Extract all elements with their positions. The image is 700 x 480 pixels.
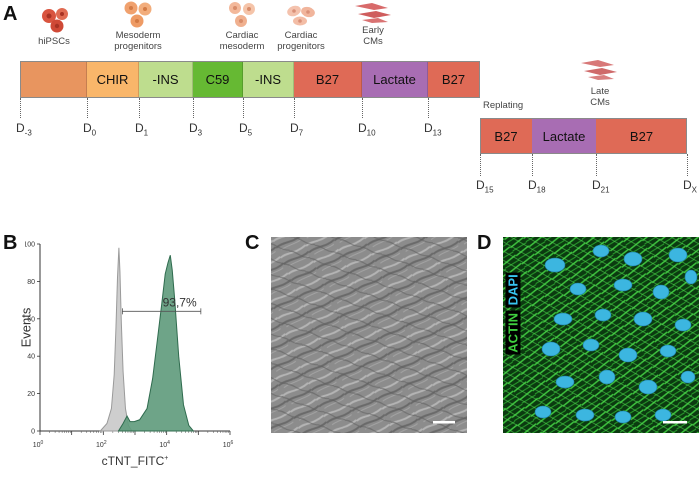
x-tick-label: 104 bbox=[159, 440, 170, 449]
y-tick-label: 80 bbox=[27, 279, 35, 286]
stage-early-cms: Early CMs bbox=[338, 25, 408, 47]
protocol-step-2: -INS bbox=[139, 61, 193, 98]
protocol-step-0 bbox=[20, 61, 87, 98]
day-label: D5 bbox=[239, 121, 253, 138]
stage-cardiac-prog-line2: progenitors bbox=[277, 41, 325, 52]
fluorescence-image bbox=[503, 237, 699, 433]
day-label: D7 bbox=[290, 121, 304, 138]
late-cms-cells-icon bbox=[581, 60, 617, 80]
replating-label: Replating bbox=[483, 100, 524, 111]
stage-late-line2: CMs bbox=[590, 97, 610, 108]
scale-bar-d bbox=[663, 421, 687, 424]
stage-cardiac-mesoderm-line1: Cardiac bbox=[225, 30, 259, 41]
y-tick-label: 40 bbox=[27, 354, 35, 361]
stage-late-line1: Late bbox=[590, 86, 610, 97]
stage-mesoderm-line2: progenitors bbox=[114, 41, 162, 52]
day-label: D-3 bbox=[16, 121, 32, 138]
day-label: D0 bbox=[83, 121, 97, 138]
panel-letter-b: B bbox=[3, 232, 18, 254]
stage-late-cms: Late CMs bbox=[565, 86, 635, 108]
histogram-series-0 bbox=[99, 247, 133, 432]
cardiac-mesoderm-cells-icon bbox=[229, 2, 255, 27]
actin-label: ACTIN bbox=[505, 310, 521, 355]
day-label: D1 bbox=[135, 121, 149, 138]
day-tick bbox=[532, 154, 533, 176]
protocol-late-frame bbox=[480, 118, 687, 154]
stage-mesoderm-line1: Mesoderm bbox=[115, 30, 161, 41]
day-label: D18 bbox=[528, 178, 546, 195]
stain-label: ACTIN DAPI bbox=[505, 249, 521, 379]
day-tick bbox=[687, 154, 688, 176]
x-tick-label: 106 bbox=[223, 440, 234, 449]
day-tick bbox=[428, 98, 429, 118]
day-tick bbox=[193, 98, 194, 118]
x-tick-label: 100 bbox=[33, 440, 44, 449]
protocol-step-5: B27 bbox=[294, 61, 362, 98]
day-tick bbox=[87, 98, 88, 118]
day-label: D15 bbox=[476, 178, 494, 195]
stage-cardiac-mesoderm: Cardiac mesoderm bbox=[207, 30, 277, 52]
protocol-step-4: -INS bbox=[243, 61, 294, 98]
day-label: D10 bbox=[358, 121, 376, 138]
day-tick bbox=[480, 154, 481, 176]
scale-bar-c bbox=[433, 421, 455, 424]
histogram-series-1 bbox=[117, 255, 195, 432]
panel-letter-c: C bbox=[245, 232, 260, 254]
y-tick-label: 20 bbox=[27, 391, 35, 398]
early-cms-cells-icon bbox=[355, 3, 391, 23]
x-tick-label: 102 bbox=[96, 440, 107, 449]
protocol-late-step-1: Lactate bbox=[532, 118, 596, 154]
day-tick bbox=[243, 98, 244, 118]
xlabel: cTNT_FITC+ bbox=[102, 454, 169, 468]
protocol-step-7: B27 bbox=[428, 61, 480, 98]
stage-cardiac-prog-line1: Cardiac bbox=[284, 30, 318, 41]
y-tick-label: 0 bbox=[31, 429, 35, 436]
stage-cardiac-mesoderm-line2: mesoderm bbox=[219, 41, 265, 52]
stage-cardiac-progenitors: Cardiac progenitors bbox=[266, 30, 336, 52]
gate-percentage: 93,7% bbox=[163, 295, 197, 309]
day-tick bbox=[139, 98, 140, 118]
day-label: DX bbox=[683, 178, 698, 195]
flow-histogram: 0 20 40 60 80 100 100 102 104 106 93,7% cTNT_FITC+ bbox=[25, 242, 234, 469]
day-tick bbox=[362, 98, 363, 118]
stage-early-line2: CMs bbox=[363, 36, 383, 47]
protocol-late-step-2: B27 bbox=[596, 118, 687, 154]
protocol-step-1: CHIR bbox=[87, 61, 139, 98]
brightfield-image bbox=[271, 237, 467, 433]
protocol-late-step-0: B27 bbox=[480, 118, 532, 154]
day-label: D13 bbox=[424, 121, 442, 138]
day-tick bbox=[596, 154, 597, 176]
protocol-frame bbox=[20, 61, 480, 98]
protocol-step-3: C59 bbox=[193, 61, 243, 98]
cardiac-progenitor-cells-icon bbox=[287, 5, 315, 26]
day-tick bbox=[294, 98, 295, 118]
y-tick-label: 60 bbox=[27, 316, 35, 323]
mesoderm-cells-icon bbox=[124, 1, 152, 28]
day-tick bbox=[20, 98, 21, 118]
y-tick-label: 100 bbox=[25, 242, 35, 249]
day-label: D3 bbox=[189, 121, 203, 138]
hipscs-cells-icon bbox=[42, 8, 68, 33]
day-label: D21 bbox=[592, 178, 610, 195]
protocol-step-6: Lactate bbox=[362, 61, 428, 98]
dapi-label: DAPI bbox=[505, 272, 521, 308]
panel-letter-d: D bbox=[477, 232, 492, 254]
stage-mesoderm-progenitors: Mesoderm progenitors bbox=[103, 30, 173, 52]
panel-letter-a: A bbox=[3, 3, 18, 25]
stage-early-line1: Early bbox=[362, 25, 384, 36]
stage-hipscs: hiPSCs bbox=[38, 36, 70, 47]
